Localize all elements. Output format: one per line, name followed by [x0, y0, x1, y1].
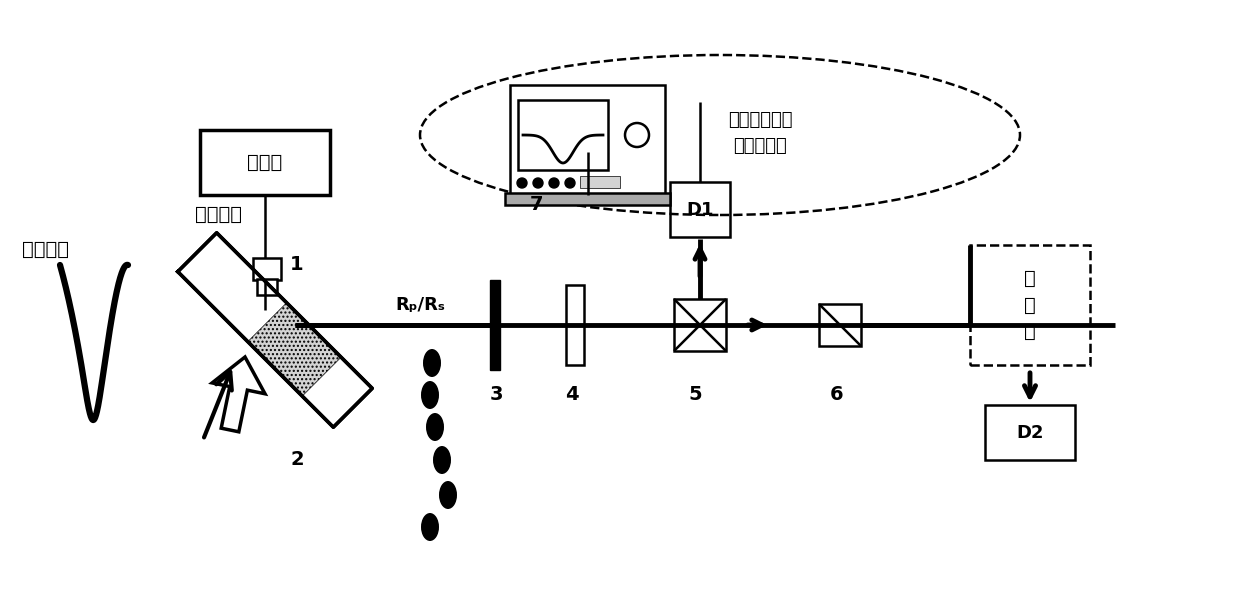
Text: D2: D2: [1017, 424, 1044, 441]
Text: 探针激光: 探针激光: [195, 205, 242, 224]
Text: 1: 1: [290, 255, 304, 274]
FancyBboxPatch shape: [518, 100, 608, 170]
Text: 2: 2: [290, 450, 304, 469]
Text: 4: 4: [565, 385, 579, 404]
FancyBboxPatch shape: [505, 193, 670, 205]
FancyBboxPatch shape: [200, 130, 330, 195]
Text: 激光器: 激光器: [247, 153, 283, 172]
Bar: [818, 304, 861, 346]
FancyBboxPatch shape: [580, 176, 620, 188]
Text: 6: 6: [830, 385, 843, 404]
Ellipse shape: [427, 413, 444, 441]
Circle shape: [533, 178, 543, 188]
Ellipse shape: [423, 349, 441, 377]
Polygon shape: [212, 357, 265, 432]
FancyBboxPatch shape: [970, 245, 1090, 365]
Text: 像
传
递: 像 传 递: [1024, 269, 1035, 341]
Text: 激光脉冲测量
与记录系统: 激光脉冲测量 与记录系统: [728, 111, 792, 155]
Text: 3: 3: [490, 385, 503, 404]
Ellipse shape: [422, 381, 439, 409]
FancyBboxPatch shape: [257, 279, 277, 295]
Ellipse shape: [422, 513, 439, 541]
FancyBboxPatch shape: [985, 405, 1075, 460]
Polygon shape: [248, 303, 341, 396]
Text: 5: 5: [688, 385, 702, 404]
Bar: [675, 299, 725, 351]
Circle shape: [565, 178, 575, 188]
Text: Rₚ/Rₛ: Rₚ/Rₛ: [396, 296, 445, 314]
FancyBboxPatch shape: [510, 85, 665, 195]
Text: 7: 7: [529, 195, 543, 214]
Circle shape: [625, 123, 649, 147]
Circle shape: [549, 178, 559, 188]
Ellipse shape: [439, 481, 458, 509]
Text: 伽马脉冲: 伽马脉冲: [22, 240, 69, 259]
Text: D1: D1: [686, 201, 714, 218]
FancyBboxPatch shape: [253, 258, 281, 280]
Ellipse shape: [433, 446, 451, 474]
FancyBboxPatch shape: [490, 280, 500, 370]
FancyBboxPatch shape: [670, 182, 730, 237]
Circle shape: [517, 178, 527, 188]
FancyBboxPatch shape: [565, 285, 584, 365]
